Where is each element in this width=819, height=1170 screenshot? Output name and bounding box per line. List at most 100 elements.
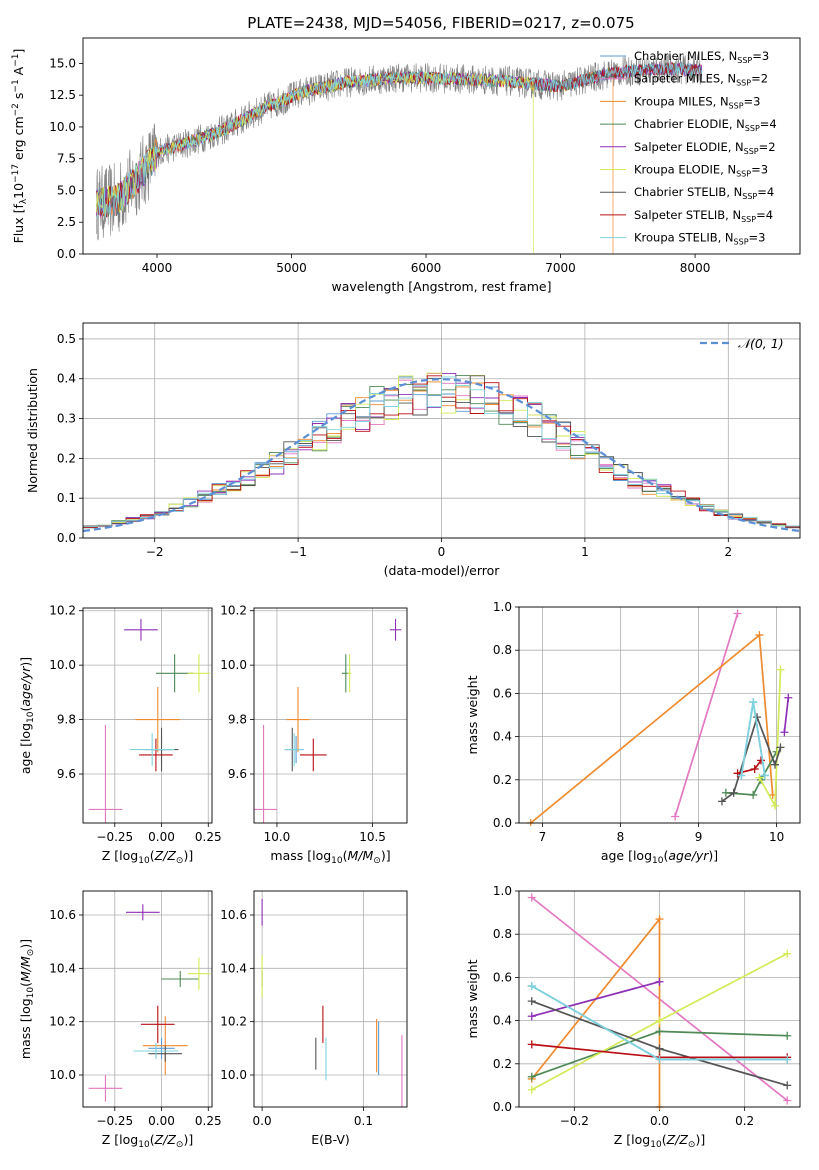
x-axis-label: age [log10(age/yr)]: [601, 848, 718, 866]
x-tick-label: 9: [695, 830, 703, 844]
x-tick-label: 6000: [411, 261, 442, 275]
x-axis-label: Z [log10(Z/Z⊙)]: [614, 1132, 705, 1150]
y-tick-label: 0.0: [493, 1100, 512, 1114]
y-tick-label: 10.2: [220, 604, 247, 618]
spectrum-lines: [96, 53, 703, 254]
weight-marker-6: [783, 1081, 792, 1090]
y-tick-label: 10.2: [49, 1015, 76, 1029]
y-tick-label: 1.0: [493, 884, 512, 898]
plot-frame: [82, 890, 213, 1108]
x-tick-label: 10.0: [264, 830, 291, 844]
plot-frame: [518, 890, 801, 1108]
y-tick-label: 0.4: [493, 730, 512, 744]
plot-frame: [82, 607, 213, 824]
weight-marker-1: [527, 893, 536, 902]
y-tick-label: 10.2: [49, 604, 76, 618]
x-axis-label: wavelength [Angstrom, rest frame]: [331, 279, 551, 294]
weight-marker-5: [783, 949, 792, 958]
weight-marker-4: [784, 693, 793, 702]
weight-marker-8: [760, 771, 769, 780]
error-bars: [254, 618, 402, 823]
weight-line-4: [531, 980, 660, 1018]
weight-marker-3: [783, 1031, 792, 1040]
x-tick-label: 0.1: [354, 1114, 373, 1128]
y-tick-label: 1.0: [493, 600, 512, 614]
y-tick-label: 0.8: [493, 927, 512, 941]
weight-line-4: [783, 697, 790, 733]
x-tick-label: 8: [617, 830, 625, 844]
weight-marker-2: [755, 631, 764, 640]
weight-marker-6: [729, 788, 738, 797]
x-tick-label: 5000: [276, 261, 307, 275]
weight-marker-5: [655, 1016, 664, 1025]
model-spectrum-8: [96, 62, 703, 219]
weight-marker-4: [780, 728, 789, 737]
plot-frame: [82, 37, 801, 255]
x-tick-label: 0.25: [195, 1114, 222, 1128]
weight-marker-5: [771, 801, 780, 810]
y-tick-label: 0.2: [57, 451, 76, 465]
x-tick-label: 10: [769, 830, 784, 844]
y-tick-label: 10.0: [49, 120, 76, 134]
y-tick-label: 7.5: [57, 152, 76, 166]
weight-marker-6: [717, 797, 726, 806]
x-tick-label: −2: [146, 545, 164, 559]
y-tick-label: 9.6: [57, 767, 76, 781]
y-tick-label: 10.4: [49, 961, 76, 975]
x-tick-label: −0.2: [560, 1114, 589, 1128]
weight-marker-6: [771, 760, 780, 769]
y-tick-label: 0.6: [493, 970, 512, 984]
x-axis-label: mass [log10(M/M⊙)]: [270, 848, 390, 866]
x-axis-label: Z [log10(Z/Z⊙)]: [102, 848, 193, 866]
y-tick-label: 5.0: [57, 183, 76, 197]
age-vs-z-panel: −0.25 0.00 0.25 9.6 9.8 10.0 10.2 Z [log10(Z/Z⊙…: [18, 604, 222, 866]
weight-marker-4: [527, 1012, 536, 1021]
plot-frame: [518, 606, 801, 824]
gaussian-curve: [83, 378, 800, 533]
y-tick-label: 0.2: [493, 1057, 512, 1071]
weight-marker-5: [527, 1085, 536, 1094]
y-tick-label: 15.0: [49, 56, 76, 70]
residuals-panel: −2 −1 0 1 2 0.0 0.1 0.2 0.3 0.4 0.5 (data-model)/er…: [25, 322, 801, 578]
legend-label-6: Chabrier STELIB, NSSP=4: [634, 185, 774, 201]
y-axis-label: mass weight: [465, 675, 480, 754]
x-tick-label: 10.5: [359, 830, 386, 844]
weight-marker-3: [721, 788, 730, 797]
weight-marker-3: [749, 790, 758, 799]
legend-label-4: Salpeter ELODIE, NSSP=2: [634, 140, 776, 156]
x-tick-label: 0.00: [148, 1114, 175, 1128]
y-tick-label: 0.4: [57, 372, 76, 386]
weight-marker-1: [671, 812, 680, 821]
weight-marker-7: [750, 765, 759, 773]
y-tick-label: 0.8: [493, 643, 512, 657]
weight-marker-8: [737, 771, 746, 780]
plot-frame: [253, 607, 408, 824]
x-axis-label: Z [log10(Z/Z⊙)]: [102, 1132, 193, 1150]
y-tick-label: 0.2: [493, 773, 512, 787]
weight-marker-3: [527, 1072, 536, 1081]
y-tick-label: 9.6: [228, 767, 247, 781]
legend-label-0: Chabrier MILES, NSSP=3: [634, 49, 769, 65]
legend-label-3: Chabrier ELODIE, NSSP=4: [634, 117, 777, 133]
x-tick-label: 0.25: [195, 830, 222, 844]
weight-marker-8: [749, 698, 758, 707]
plot-frame: [253, 890, 408, 1108]
y-tick-label: 10.0: [49, 1068, 76, 1082]
x-tick-label: 0: [438, 545, 446, 559]
y-tick-label: 0.0: [493, 816, 512, 830]
y-tick-label: 10.0: [49, 658, 76, 672]
x-tick-label: 0.0: [650, 1114, 669, 1128]
weight-marker-7: [756, 756, 765, 765]
error-bars: [261, 899, 403, 1107]
weight-marker-6: [753, 713, 762, 722]
x-tick-label: 7000: [545, 261, 576, 275]
error-bars: [88, 904, 211, 1102]
y-tick-label: 10.0: [220, 658, 247, 672]
y-axis-label: mass [log10(M/M⊙)]: [18, 939, 36, 1059]
x-tick-label: −0.25: [96, 1114, 133, 1128]
weight-vs-z-panel: −0.2 0.0 0.2 0.0 0.2 0.4 0.6 0.8 1.0 Z [log10(Z/Z…: [465, 884, 801, 1150]
x-tick-label: 0.00: [148, 830, 175, 844]
x-tick-label: −0.25: [96, 830, 133, 844]
y-tick-label: 10.2: [220, 1015, 247, 1029]
